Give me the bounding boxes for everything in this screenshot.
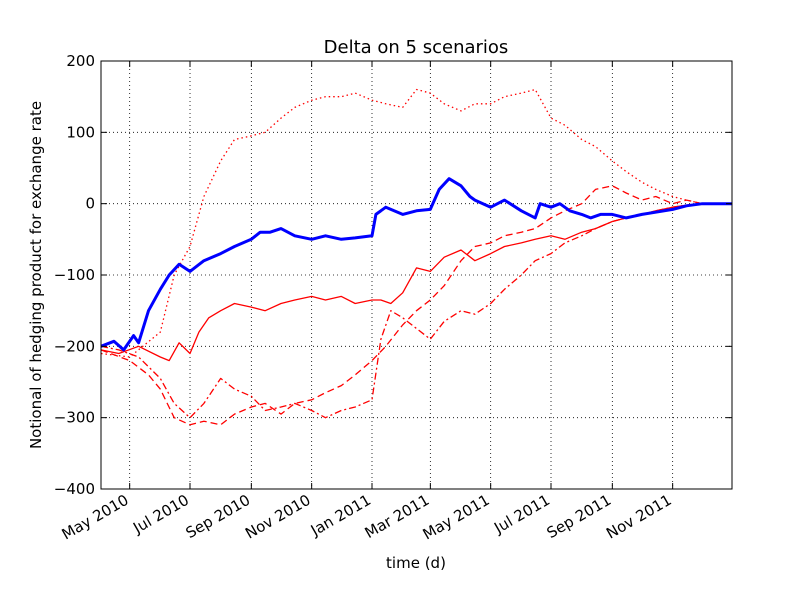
- series-line-dashed-red: [100, 185, 732, 426]
- y-tick-label: 100: [66, 123, 95, 141]
- x-axis-label: time (d): [386, 554, 446, 572]
- series-line-solid-blue: [100, 177, 732, 352]
- y-tick-label: −300: [54, 409, 95, 427]
- chart-title: Delta on 5 scenarios: [324, 37, 509, 58]
- y-tick-label: 0: [85, 195, 95, 213]
- series-layer: [100, 88, 732, 426]
- y-tick-label: 200: [66, 52, 95, 70]
- plot-area: [101, 61, 732, 489]
- y-tick-label: −100: [54, 266, 95, 284]
- y-axis-label: Notional of hedging product for exchange…: [27, 101, 45, 449]
- y-tick-label: −400: [54, 480, 95, 498]
- y-tick-label: −200: [54, 337, 95, 355]
- series-line-dashdot-red: [100, 203, 732, 419]
- grid: [101, 60, 732, 490]
